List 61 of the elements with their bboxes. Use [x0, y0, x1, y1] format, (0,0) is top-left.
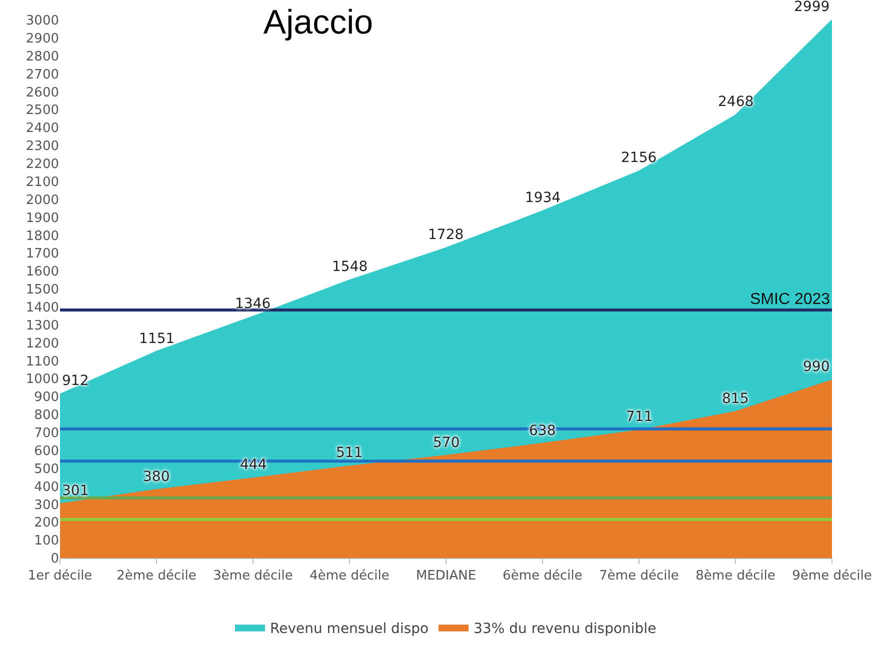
y-tick-label: 600	[34, 444, 59, 459]
data-label: 511	[336, 445, 363, 461]
data-label: 1548	[332, 259, 368, 275]
y-tick-label: 2800	[26, 49, 59, 64]
y-tick-label: 1000	[26, 372, 59, 388]
y-tick-label: 200	[34, 516, 59, 531]
data-label: 1346	[235, 296, 271, 312]
y-tick-label: 400	[34, 480, 59, 495]
data-label: 1151	[139, 331, 175, 347]
data-label: 638	[529, 423, 556, 439]
data-label: 444	[240, 457, 267, 473]
data-label: 815	[722, 391, 749, 407]
x-tick-label: 2ème décile	[116, 568, 196, 584]
y-tick-label: 2200	[26, 157, 59, 172]
x-tick-label: MEDIANE	[416, 568, 476, 584]
data-label: 1728	[428, 227, 464, 243]
data-label: 1934	[525, 190, 561, 206]
y-tick-label: 700	[34, 426, 59, 442]
y-tick-label: 300	[34, 498, 59, 513]
y-tick-label: 1400	[26, 300, 59, 316]
y-tick-label: 100	[34, 534, 59, 549]
y-tick-label: 2900	[26, 31, 59, 46]
y-tick-label: 2400	[26, 121, 59, 136]
data-label: 380	[143, 469, 170, 485]
y-tick-label: 2300	[26, 139, 59, 154]
data-label: 711	[626, 409, 653, 425]
y-tick-label: 2700	[26, 67, 59, 82]
data-label: 2156	[621, 150, 657, 166]
x-tick-label: 6ème décile	[502, 568, 582, 584]
y-tick-label: 1800	[26, 228, 59, 244]
data-label: 990	[803, 359, 830, 375]
data-label: 301	[62, 483, 89, 499]
y-tick-label: 2100	[26, 174, 59, 190]
x-tick-label: 4ème décile	[310, 568, 390, 584]
data-label: 2999	[794, 0, 830, 15]
x-tick-label: 3ème décile	[213, 568, 293, 584]
y-tick-label: 800	[34, 408, 59, 424]
legend-label: 33% du revenu disponible	[474, 620, 656, 637]
x-tick-label: 1er décile	[28, 568, 92, 584]
y-tick-label: 1500	[26, 282, 59, 298]
y-tick-label: 1900	[26, 210, 59, 226]
chart-title: Ajaccio	[263, 4, 374, 42]
y-tick-label: 2500	[26, 103, 59, 118]
y-tick-label: 500	[34, 462, 59, 477]
y-tick-label: 0	[50, 552, 59, 567]
y-tick-label: 1200	[26, 336, 59, 352]
data-label: 570	[433, 435, 460, 451]
y-tick-label: 1100	[26, 354, 59, 370]
y-tick-label: 2000	[26, 192, 59, 208]
y-tick-label: 1700	[26, 246, 59, 262]
data-label: 912	[62, 373, 89, 389]
y-tick-label: 1300	[26, 318, 59, 334]
y-tick-label: 900	[34, 390, 59, 406]
x-tick-label: 9ème décile	[792, 568, 872, 584]
ref-line-label: SMIC 2023	[750, 291, 830, 308]
y-tick-label: 3000	[26, 14, 59, 29]
y-tick-label: 2600	[26, 85, 59, 100]
legend-label: Revenu mensuel dispo	[270, 620, 429, 637]
x-tick-label: 8ème décile	[696, 568, 776, 584]
x-tick-label: 7ème décile	[599, 568, 679, 584]
y-tick-label: 1600	[26, 264, 59, 280]
